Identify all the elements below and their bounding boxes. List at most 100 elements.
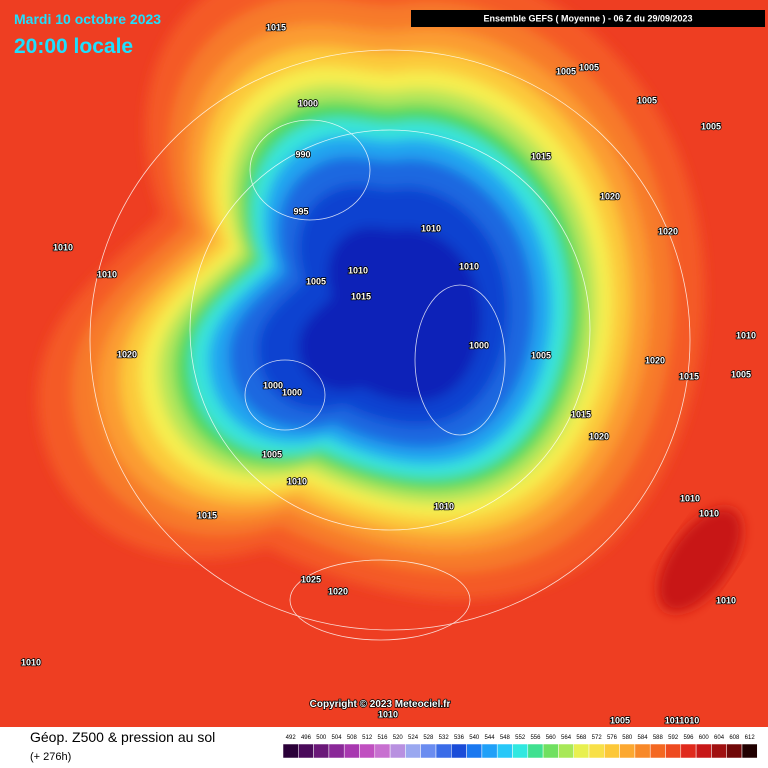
scale-swatch <box>374 743 391 759</box>
scale-swatch <box>328 743 345 759</box>
scale-swatch <box>481 743 498 759</box>
scale-label: 512 <box>362 735 373 741</box>
footer-title: Géop. Z500 & pression au sol <box>30 729 215 745</box>
copyright: Copyright © 2023 Meteociel.fr <box>310 699 451 710</box>
pressure-label: 1020 <box>600 191 620 201</box>
scale-swatch <box>527 743 544 759</box>
pressure-label: 1000 <box>282 387 302 397</box>
scale-swatch <box>451 743 467 759</box>
scale-swatch <box>435 743 452 759</box>
pressure-label: 1025 <box>301 574 321 584</box>
scale-label: 588 <box>653 735 664 741</box>
pressure-label: 1015 <box>197 510 217 520</box>
forecast-lead: (+ 276h) <box>30 751 71 763</box>
pressure-label: 1000 <box>298 98 318 108</box>
model-box <box>411 10 765 27</box>
scale-swatch <box>512 743 529 759</box>
pressure-label: 990 <box>295 149 310 159</box>
pressure-label: 1011010 <box>665 715 700 725</box>
scale-swatch <box>665 743 682 759</box>
pressure-label: 1010 <box>97 269 117 279</box>
scale-label: 584 <box>638 735 649 741</box>
pressure-label: 1005 <box>637 95 657 105</box>
scale-label: 528 <box>423 735 434 741</box>
scale-label: 604 <box>714 735 725 741</box>
scale-label: 504 <box>332 735 343 741</box>
pressure-label: 1020 <box>117 349 137 359</box>
scale-label: 612 <box>745 735 756 741</box>
scale-swatch <box>573 743 590 759</box>
warm-area <box>657 507 743 613</box>
isobars <box>89 49 691 641</box>
scale-label: 508 <box>347 735 358 741</box>
pressure-label: 1020 <box>645 355 665 365</box>
pressure-label: 1015 <box>351 291 371 301</box>
scale-swatch <box>741 743 758 759</box>
scale-label: 568 <box>576 735 587 741</box>
scale-swatch <box>680 743 697 759</box>
scale-label: 552 <box>515 735 526 741</box>
scale-swatch <box>343 743 360 759</box>
pressure-label: 1010 <box>287 476 307 486</box>
pressure-label: 1010 <box>459 261 479 271</box>
pressure-label: 995 <box>293 206 308 216</box>
scale-label: 556 <box>530 735 541 741</box>
scale-swatch <box>420 743 437 759</box>
pressure-label: 1005 <box>701 121 721 131</box>
scale-label: 548 <box>500 735 511 741</box>
scale-swatch <box>619 743 636 759</box>
pressure-label: 1010 <box>21 657 41 667</box>
scale-label: 520 <box>393 735 404 741</box>
pressure-label: 1000 <box>263 380 283 390</box>
scale-swatch <box>558 743 574 759</box>
pressure-label: 1010 <box>680 493 700 503</box>
scale-label: 600 <box>699 735 710 741</box>
scale-swatch <box>588 743 605 759</box>
scale-label: 532 <box>439 735 450 741</box>
pressure-label: 1020 <box>328 586 348 596</box>
local-time: 20:00 locale <box>14 35 133 58</box>
scale-label: 544 <box>485 735 496 741</box>
pressure-label: 1010 <box>736 330 756 340</box>
scale-label: 500 <box>316 735 327 741</box>
scale-label: 596 <box>683 735 694 741</box>
scale-label: 560 <box>546 735 557 741</box>
scale-label: 492 <box>286 735 297 741</box>
pressure-label: 1010 <box>53 242 73 252</box>
pressure-label: 1015 <box>679 371 699 381</box>
scale-swatch <box>695 743 712 759</box>
pressure-label: 1005 <box>556 66 576 76</box>
scale-label: 536 <box>454 735 465 741</box>
scale-swatch <box>389 743 406 759</box>
pressure-label: 1005 <box>579 62 599 72</box>
scale-swatch <box>726 743 743 759</box>
pressure-label: 1015 <box>571 409 591 419</box>
pressure-label: 1005 <box>610 715 630 725</box>
pressure-label: 1010 <box>699 508 719 518</box>
scale-swatch <box>711 743 727 759</box>
pressure-label: 1005 <box>306 276 326 286</box>
scale-label: 564 <box>561 735 572 741</box>
color-scale: 492 496 500 504 508 512 516 520 524 528 532 536 540 5… <box>282 735 758 759</box>
pressure-label: 1015 <box>531 151 551 161</box>
pressure-label: 1020 <box>658 226 678 236</box>
scale-label: 580 <box>622 735 633 741</box>
model-run: Ensemble GEFS ( Moyenne ) - 06 Z du 29/0… <box>483 13 692 23</box>
scale-swatch <box>496 743 513 759</box>
pressure-label: 1010 <box>421 223 441 233</box>
pressure-label: 1010 <box>434 501 454 511</box>
scale-swatch <box>634 743 651 759</box>
scale-swatch <box>405 743 421 759</box>
pressure-label: 1020 <box>589 431 609 441</box>
scale-label: 496 <box>301 735 312 741</box>
pressure-label: 1005 <box>731 369 751 379</box>
pressure-label: 1000 <box>469 340 489 350</box>
scale-label: 592 <box>668 735 679 741</box>
pressure-label: 1005 <box>262 449 282 459</box>
scale-swatch <box>604 743 620 759</box>
scale-swatch <box>298 743 314 759</box>
pressure-label: 1005 <box>531 350 551 360</box>
